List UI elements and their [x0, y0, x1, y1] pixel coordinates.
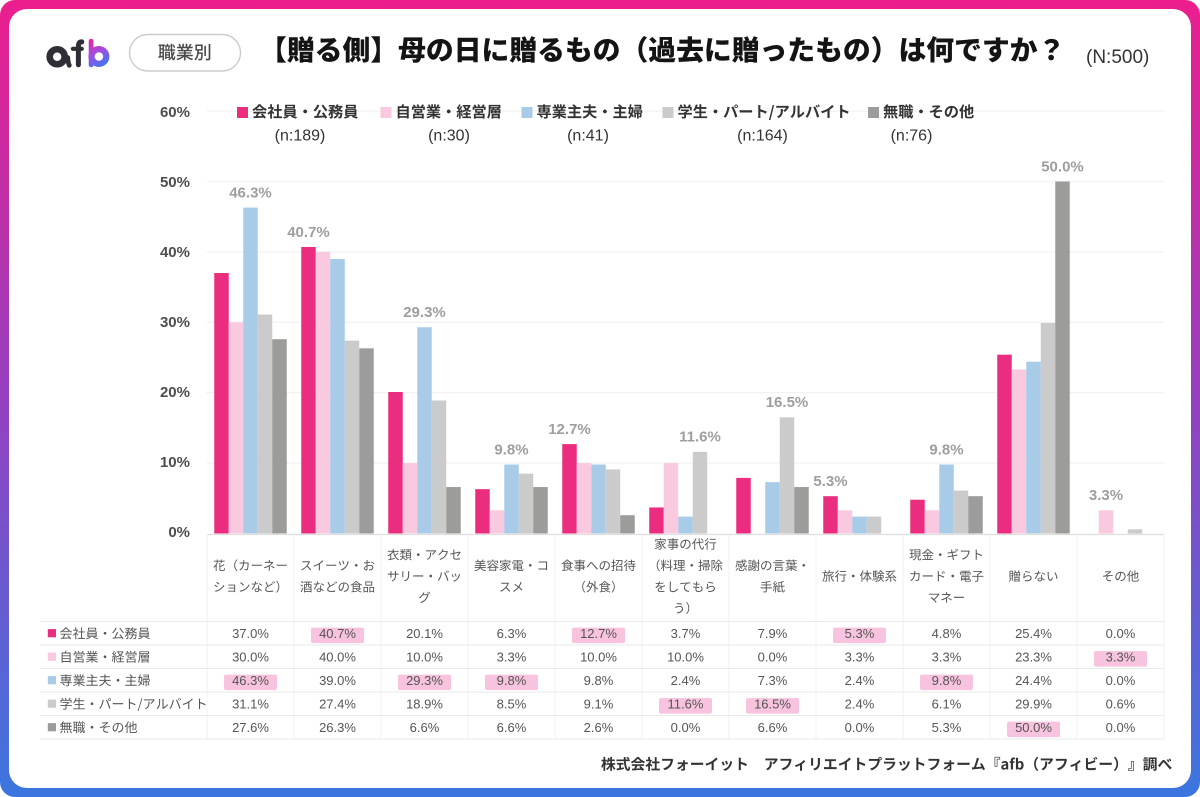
svg-text:3.3%: 3.3% — [1106, 649, 1136, 664]
svg-text:46.3%: 46.3% — [232, 673, 269, 688]
svg-text:9.8%: 9.8% — [929, 441, 963, 458]
svg-text:30%: 30% — [160, 314, 190, 331]
svg-text:6.6%: 6.6% — [758, 720, 788, 735]
svg-text:12.7%: 12.7% — [548, 421, 591, 438]
svg-text:40.7%: 40.7% — [319, 626, 356, 641]
svg-text:50.0%: 50.0% — [1015, 720, 1052, 735]
svg-text:37.0%: 37.0% — [232, 626, 269, 641]
svg-text:29.3%: 29.3% — [403, 304, 446, 321]
svg-text:10%: 10% — [160, 454, 190, 471]
svg-text:50%: 50% — [160, 174, 190, 191]
svg-text:0.0%: 0.0% — [1106, 673, 1136, 688]
svg-text:9.1%: 9.1% — [584, 696, 614, 711]
svg-text:27.6%: 27.6% — [232, 720, 269, 735]
svg-text:0.0%: 0.0% — [671, 720, 701, 735]
svg-text:9.8%: 9.8% — [497, 673, 527, 688]
svg-text:2.6%: 2.6% — [584, 720, 614, 735]
svg-text:25.4%: 25.4% — [1015, 626, 1052, 641]
svg-text:7.3%: 7.3% — [758, 673, 788, 688]
svg-text:0.6%: 0.6% — [1106, 696, 1136, 711]
svg-text:6.6%: 6.6% — [410, 720, 440, 735]
svg-text:5.3%: 5.3% — [932, 720, 962, 735]
svg-text:46.3%: 46.3% — [229, 184, 272, 201]
svg-text:29.3%: 29.3% — [406, 673, 443, 688]
svg-text:0.0%: 0.0% — [758, 649, 788, 664]
svg-text:40%: 40% — [160, 244, 190, 261]
svg-text:3.3%: 3.3% — [497, 649, 527, 664]
svg-text:(n:76): (n:76) — [891, 127, 933, 144]
svg-text:11.6%: 11.6% — [668, 696, 704, 711]
svg-text:11.6%: 11.6% — [679, 429, 721, 446]
svg-text:2.4%: 2.4% — [845, 696, 875, 711]
svg-text:3.7%: 3.7% — [671, 626, 701, 641]
svg-text:0%: 0% — [168, 524, 190, 541]
svg-text:(n:41): (n:41) — [567, 127, 609, 144]
svg-text:16.5%: 16.5% — [766, 394, 809, 411]
svg-text:39.0%: 39.0% — [319, 673, 356, 688]
svg-text:9.8%: 9.8% — [584, 673, 614, 688]
svg-text:10.0%: 10.0% — [667, 649, 704, 664]
svg-text:8.5%: 8.5% — [497, 696, 527, 711]
svg-text:3.3%: 3.3% — [932, 649, 962, 664]
svg-text:(n:164): (n:164) — [737, 127, 788, 144]
svg-text:60%: 60% — [160, 104, 190, 121]
svg-text:4.8%: 4.8% — [932, 626, 962, 641]
svg-text:26.3%: 26.3% — [319, 720, 356, 735]
svg-text:9.8%: 9.8% — [932, 673, 962, 688]
svg-text:20.1%: 20.1% — [406, 626, 443, 641]
svg-text:27.4%: 27.4% — [319, 696, 356, 711]
svg-text:12.7%: 12.7% — [580, 626, 617, 641]
svg-text:3.3%: 3.3% — [1089, 487, 1123, 504]
svg-text:16.5%: 16.5% — [754, 696, 791, 711]
svg-text:6.3%: 6.3% — [497, 626, 527, 641]
svg-text:40.7%: 40.7% — [287, 224, 330, 241]
svg-text:0.0%: 0.0% — [845, 720, 875, 735]
svg-text:2.4%: 2.4% — [845, 673, 875, 688]
svg-text:10.0%: 10.0% — [406, 649, 443, 664]
svg-text:23.3%: 23.3% — [1015, 649, 1052, 664]
svg-text:50.0%: 50.0% — [1041, 158, 1084, 175]
svg-text:7.9%: 7.9% — [758, 626, 788, 641]
svg-text:3.3%: 3.3% — [845, 649, 875, 664]
svg-text:9.8%: 9.8% — [494, 441, 528, 458]
svg-text:31.1%: 31.1% — [232, 696, 269, 711]
svg-text:24.4%: 24.4% — [1015, 673, 1052, 688]
svg-text:30.0%: 30.0% — [232, 649, 269, 664]
svg-text:5.3%: 5.3% — [813, 473, 847, 490]
svg-text:40.0%: 40.0% — [319, 649, 356, 664]
svg-text:6.6%: 6.6% — [497, 720, 527, 735]
svg-text:(n:30): (n:30) — [428, 127, 470, 144]
svg-text:(N:500): (N:500) — [1086, 47, 1149, 68]
svg-text:18.9%: 18.9% — [406, 696, 443, 711]
svg-text:(n:189): (n:189) — [275, 127, 326, 144]
svg-text:6.1%: 6.1% — [932, 696, 962, 711]
svg-text:0.0%: 0.0% — [1106, 720, 1136, 735]
svg-text:0.0%: 0.0% — [1106, 626, 1136, 641]
svg-text:29.9%: 29.9% — [1015, 696, 1052, 711]
svg-text:20%: 20% — [160, 384, 190, 401]
svg-text:5.3%: 5.3% — [845, 626, 875, 641]
svg-text:10.0%: 10.0% — [580, 649, 617, 664]
svg-text:2.4%: 2.4% — [671, 673, 701, 688]
